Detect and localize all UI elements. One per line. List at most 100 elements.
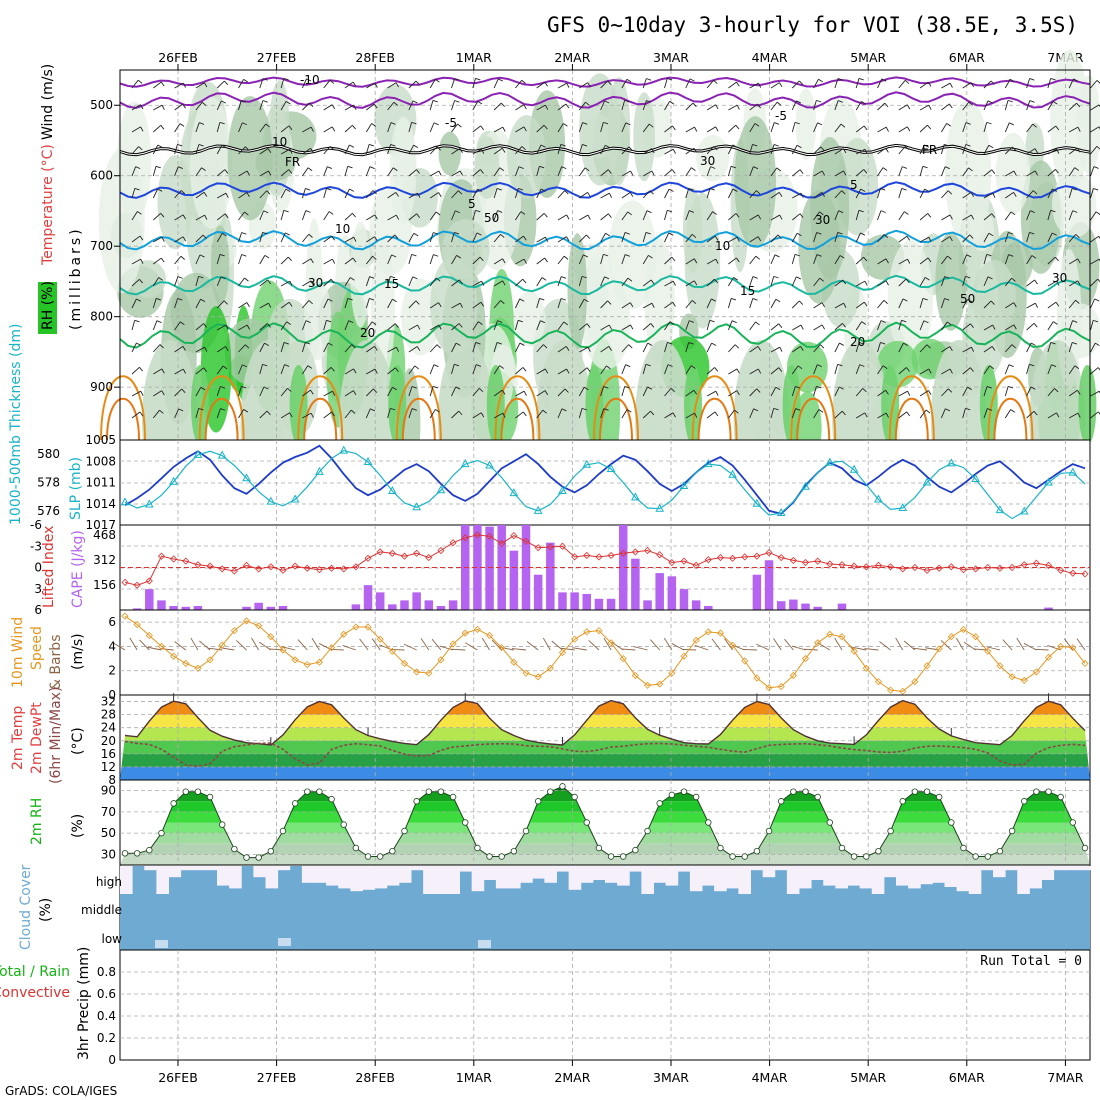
wind-barb: [727, 320, 733, 331]
wind-barb: [642, 255, 649, 265]
warm-contour: [500, 397, 535, 441]
wind-barb-flag: [843, 302, 847, 308]
cloud-high-gap: [859, 866, 873, 889]
rh2m-marker: [170, 800, 177, 807]
wind-barb-flag: [839, 386, 844, 390]
wind10m-barb: [864, 648, 879, 651]
wind-barb: [621, 386, 626, 397]
wind-barb-flag: [182, 214, 187, 220]
wind-barb: [323, 211, 330, 221]
cloud-high-gap: [980, 866, 994, 871]
wind-barb-flag: [650, 323, 655, 328]
wind-barb: [685, 389, 695, 397]
wind-barb-flag: [501, 389, 506, 395]
wind-barb: [600, 254, 604, 265]
cape-bar: [606, 598, 616, 610]
wind-barb: [131, 188, 136, 199]
wind10m-barb: [235, 640, 247, 651]
wind-barb-flag: [456, 255, 462, 259]
wind10m-marker: [716, 629, 725, 637]
wind-barb: [174, 214, 184, 221]
wind-barb-flag: [455, 386, 461, 390]
wind-barb: [216, 169, 226, 177]
wind10m-tick-label: 0: [108, 688, 116, 702]
wind10m-marker: [498, 644, 506, 652]
wind-barb-flag: [586, 234, 591, 239]
wind-barb: [642, 364, 647, 375]
wind-barb-flag: [563, 255, 569, 260]
wind-barb: [813, 364, 818, 375]
top-date-label: 6MAR: [949, 50, 985, 65]
wind-barb: [174, 82, 184, 89]
wind-barb: [770, 276, 775, 287]
wind-barb-flag: [353, 104, 357, 110]
wind-barb: [515, 278, 524, 287]
wind-barb: [983, 276, 989, 287]
wind-barb: [1026, 210, 1031, 221]
wind-barb-flag: [757, 214, 762, 220]
wind-barb: [429, 409, 436, 419]
cape-bar: [448, 600, 458, 610]
wind-barb: [451, 190, 459, 199]
wind-barb: [344, 124, 353, 133]
cloud-unit: (%): [38, 898, 54, 922]
wind-barb: [1090, 188, 1094, 199]
wind-barb: [536, 409, 544, 419]
wind-barb: [578, 101, 586, 111]
wind10m-line: [124, 615, 1086, 692]
wind10m-barb: [420, 638, 430, 651]
wind-barb-flag: [522, 278, 527, 284]
wind-barb: [1068, 188, 1073, 199]
cloud-high-gap: [144, 866, 157, 871]
wind-barb: [280, 342, 285, 353]
wind-barb: [898, 258, 908, 265]
wind-barb: [344, 257, 354, 265]
li-tick-label: -3: [30, 539, 42, 553]
slp-marker: [533, 505, 543, 514]
wind10m-marker: [1008, 673, 1016, 681]
wind-barb: [940, 298, 945, 309]
wind-barb-flag: [880, 210, 886, 213]
wind-barb: [728, 257, 737, 265]
wind-barb-flag: [734, 344, 740, 349]
wind-barb-flag: [736, 81, 740, 87]
wind-barb-flag: [670, 388, 675, 393]
wind-barb-flag: [691, 167, 696, 171]
wind-barb: [152, 188, 159, 199]
wind-barb-flag: [991, 213, 996, 218]
wind10m-marker: [400, 659, 409, 667]
wind-barb-flag: [754, 123, 760, 127]
wind-barb: [791, 365, 799, 375]
wind-barb-flag: [944, 276, 950, 279]
wind-barb: [515, 390, 525, 397]
li-marker: [1032, 559, 1040, 567]
wind-barb: [791, 145, 798, 155]
wind-barb-flag: [415, 80, 420, 86]
wind-barb-flag: [1029, 100, 1035, 103]
wind-barb-flag: [481, 148, 485, 154]
li-marker: [473, 531, 481, 539]
wind-barb-flag: [583, 386, 589, 391]
rh2m-marker: [340, 821, 347, 828]
li-marker: [692, 561, 700, 569]
wind-barb: [131, 258, 141, 265]
wind-barb: [451, 170, 461, 177]
wind10m-marker: [194, 664, 202, 672]
wind-barb-flag: [374, 368, 378, 374]
wind-barb-flag: [182, 346, 186, 351]
wind-barb-flag: [924, 188, 930, 192]
rh2m-marker: [778, 798, 785, 805]
wind-barb-flag: [519, 298, 525, 302]
wind-barb-flag: [672, 412, 676, 418]
wind-barb: [1068, 102, 1077, 111]
wind-barb-flag: [667, 364, 673, 367]
li-marker: [1008, 563, 1016, 572]
rh-blob: [303, 276, 332, 361]
wind-barb-flag: [651, 148, 655, 154]
cloud-high-gap: [799, 866, 812, 889]
wind-barb: [557, 276, 562, 287]
cloud-high-gap: [1017, 866, 1030, 894]
li-marker: [789, 556, 797, 564]
rh2m-marker: [133, 850, 141, 857]
wind-barb-flag: [715, 258, 719, 264]
